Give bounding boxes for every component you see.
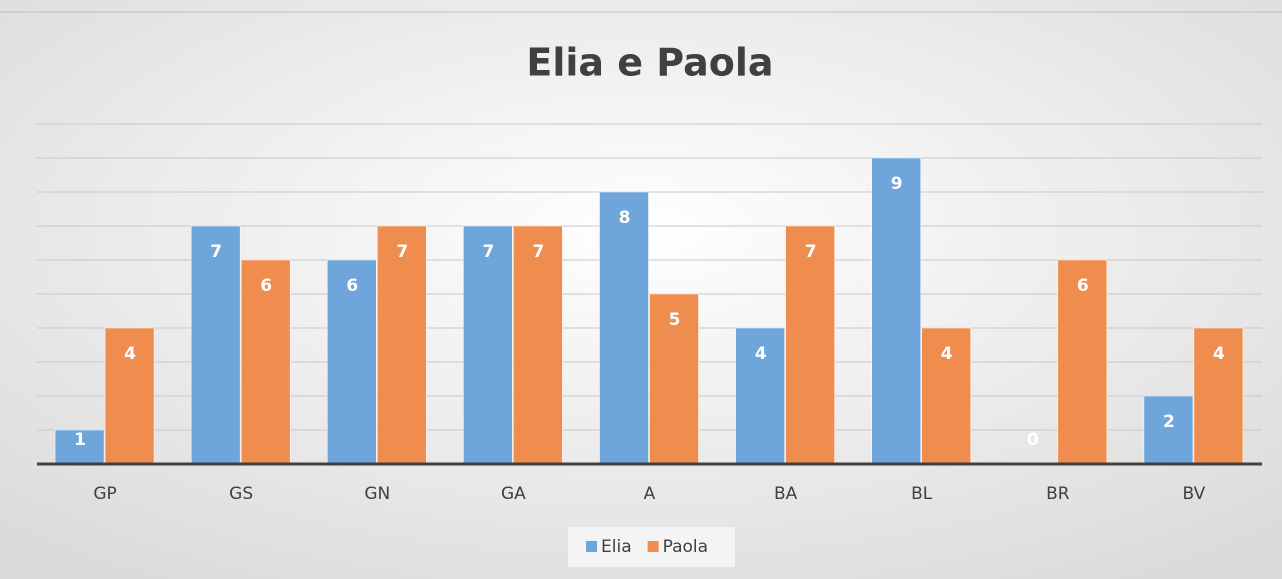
legend-swatch [647,541,659,552]
data-label: 6 [260,276,272,296]
data-label: 5 [669,310,681,330]
data-label: 9 [891,174,903,194]
bar [1057,259,1108,465]
x-tick-label: BA [774,484,798,504]
bar [327,259,377,465]
x-tick-label: GN [364,484,390,504]
x-tick-label: BL [911,484,933,504]
data-label: 1 [74,430,86,450]
x-tick-label: BV [1183,484,1206,504]
data-label: 0 [1027,430,1039,450]
data-label: 4 [124,344,136,364]
bar [190,225,241,465]
data-label: 7 [532,242,544,262]
x-tick-label: GP [93,484,116,504]
bar [649,293,699,465]
data-label: 6 [346,276,358,296]
bar [54,429,105,465]
bar [1193,327,1244,465]
bar [871,157,921,465]
bar [1143,395,1194,465]
legend-swatch [586,541,597,552]
data-label: 7 [805,242,817,262]
data-label: 7 [482,242,494,262]
bar [735,327,785,465]
bar [463,225,513,465]
data-label: 2 [1163,412,1175,432]
data-label: 4 [941,344,953,364]
data-label: 8 [619,208,631,228]
x-tick-label: GS [229,484,253,504]
bar [240,259,291,465]
data-label: 7 [210,242,222,262]
x-tick-label: A [644,484,656,504]
bar [921,327,971,465]
bar [599,191,649,465]
bar [785,225,835,465]
legend-label: Elia [601,537,632,557]
data-label: 4 [755,344,767,364]
data-label: 4 [1213,344,1225,364]
bar [377,225,427,465]
bar [104,327,155,465]
legend-label: Paola [663,537,708,557]
data-label: 6 [1077,276,1089,296]
bar [513,225,563,465]
data-label: 7 [396,242,408,262]
x-tick-label: GA [501,484,526,504]
chart-title: Elia e Paola [526,41,773,85]
x-tick-label: BR [1046,484,1070,504]
